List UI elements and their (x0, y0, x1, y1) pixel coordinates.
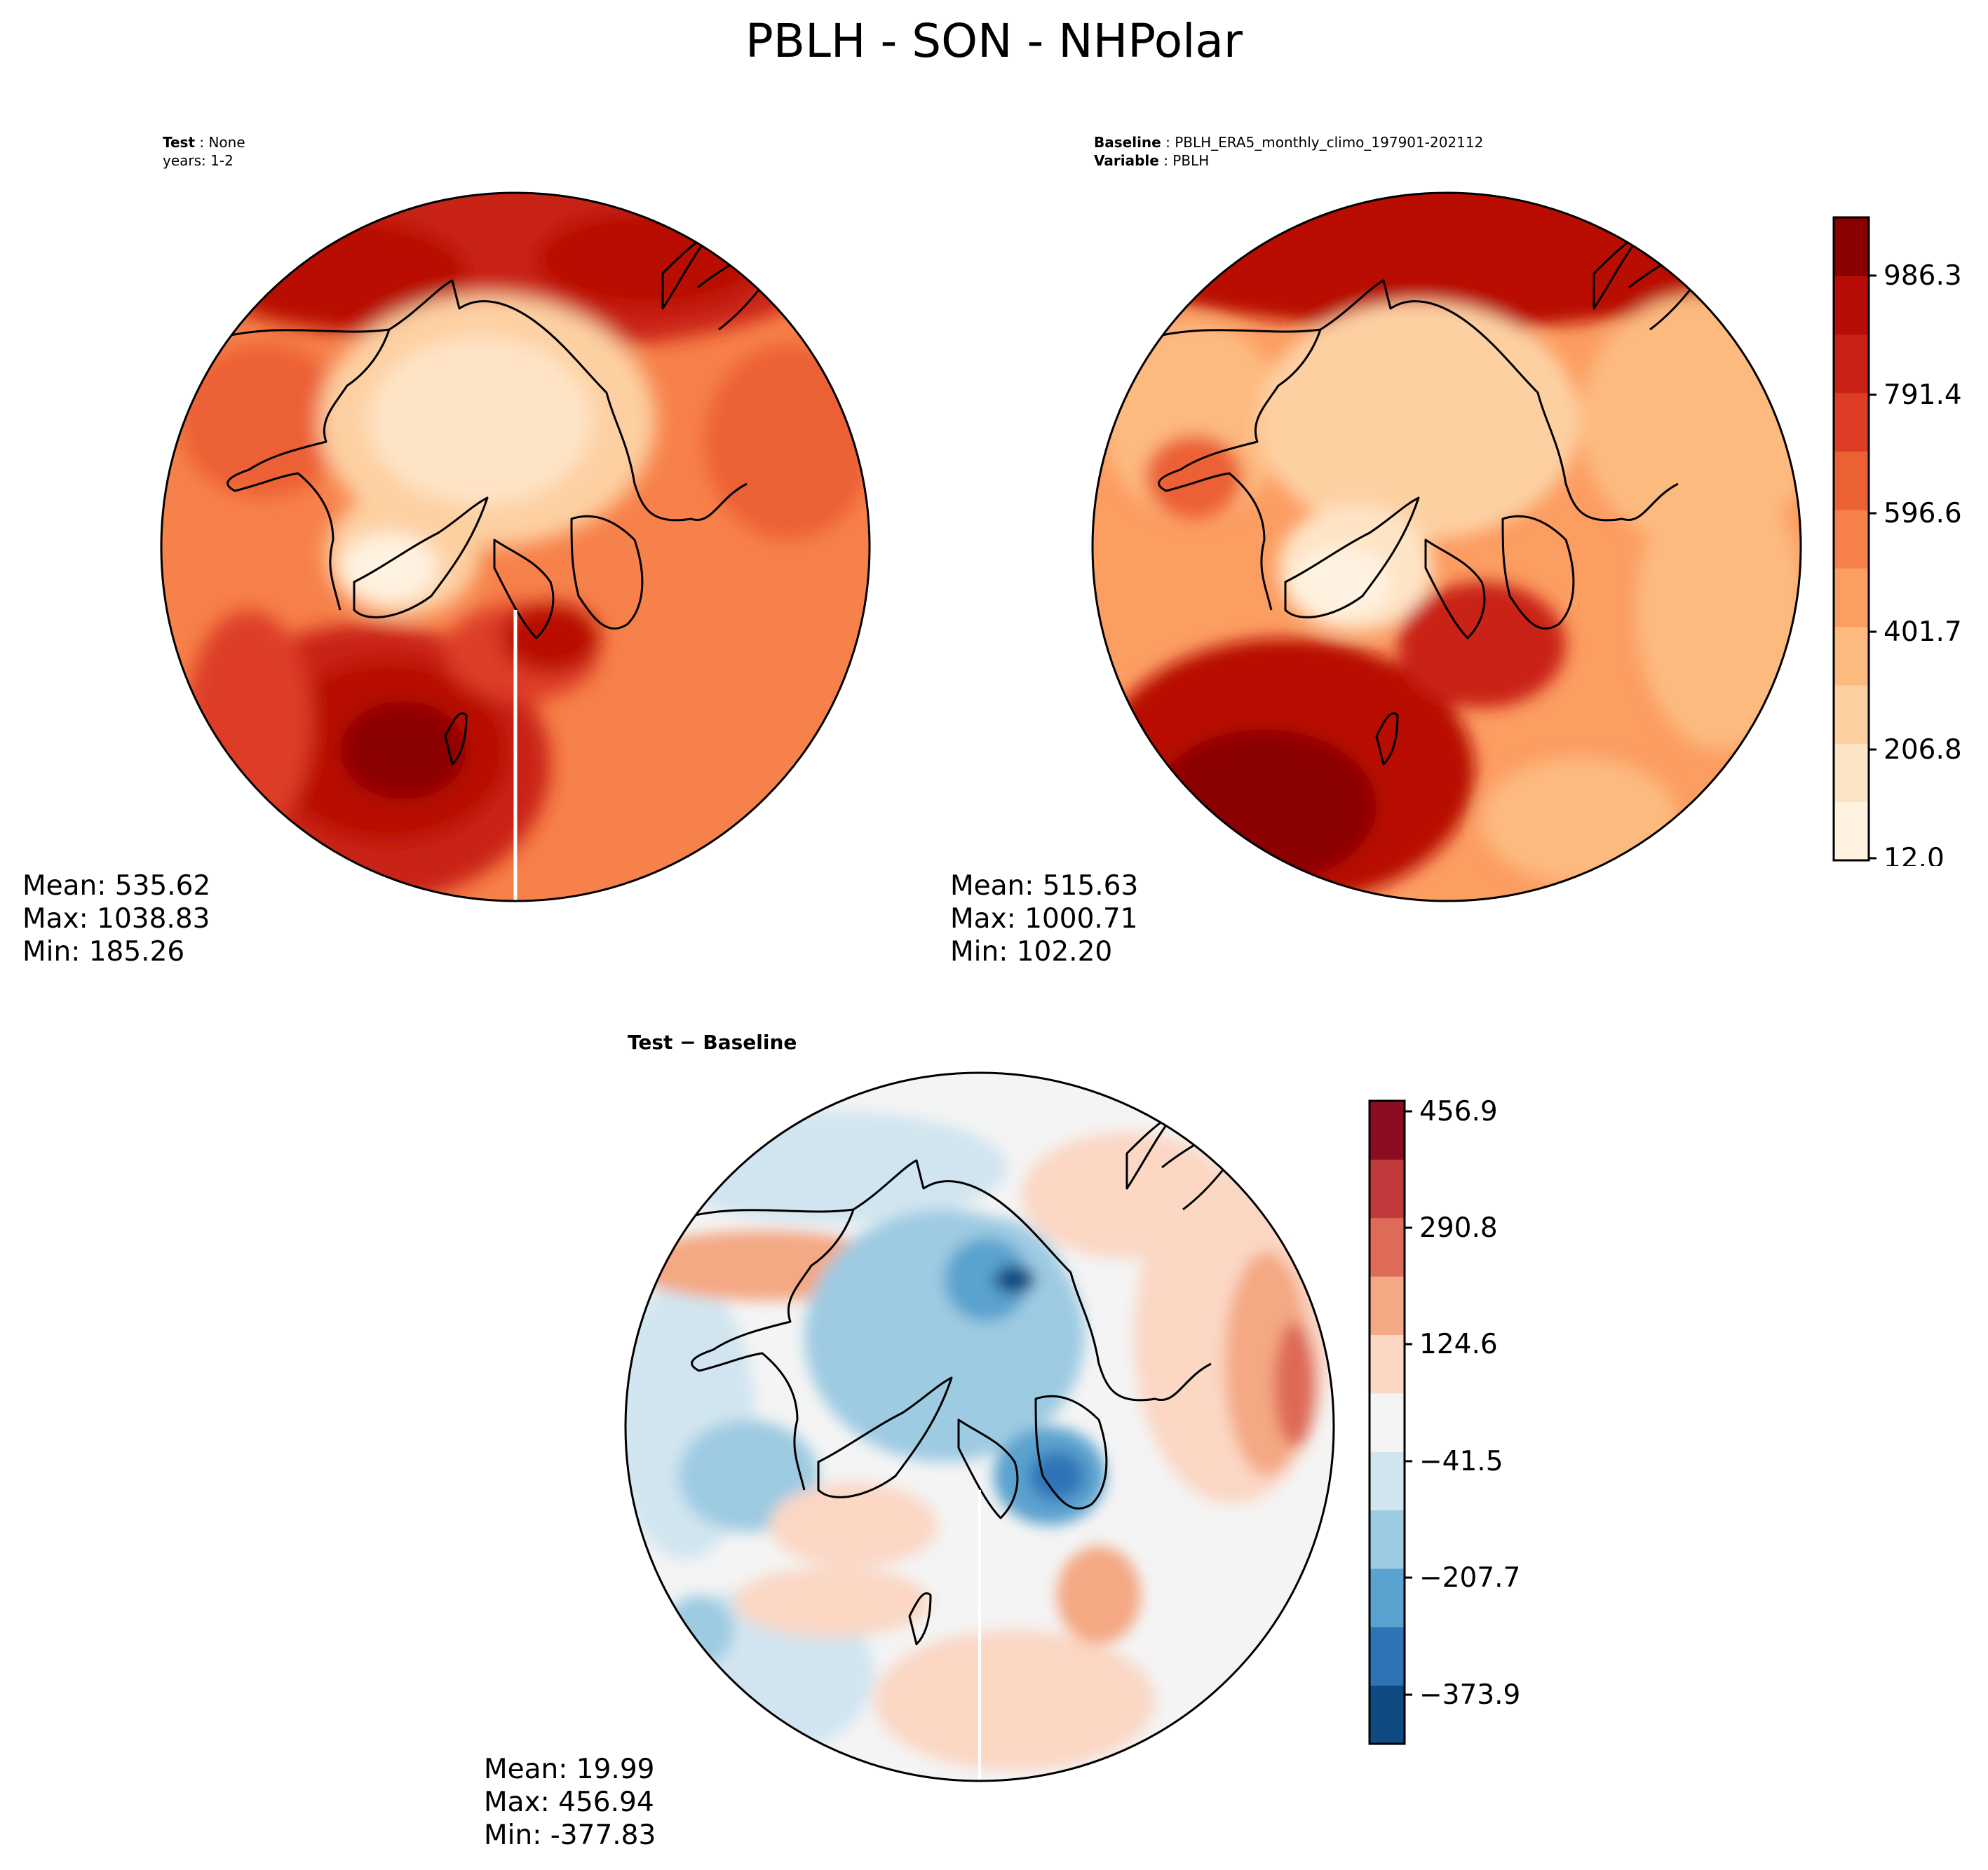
difference-stats: Mean: 19.99 Max: 456.94 Min: -377.83 (484, 1753, 656, 1852)
baseline-dataset: PBLH_ERA5_monthly_climo_197901-202112 (1175, 134, 1484, 151)
baseline-panel-header: Baseline : PBLH_ERA5_monthly_climo_19790… (1094, 134, 1484, 169)
test-min: Min: 185.26 (22, 936, 185, 968)
absolute-colorbar-segment (1834, 743, 1869, 803)
absolute-colorbar-segment (1834, 451, 1869, 510)
absolute-colorbar-segment (1834, 334, 1869, 393)
absolute-colorbar: 986.3 791.4 596.6 401.7 206.8 12.0 (1832, 216, 1962, 866)
absolute-colorbar-frame (1832, 216, 1870, 862)
difference-colorbar-segment (1370, 1393, 1405, 1452)
absolute-colorbar-segment (1834, 509, 1869, 569)
absolute-colorbar-tick-label: 12.0 (1884, 843, 1945, 866)
absolute-colorbar-segment (1834, 684, 1869, 744)
absolute-colorbar-tick-label: 401.7 (1884, 616, 1962, 648)
variable-name: PBLH (1172, 152, 1210, 169)
test-label: Test (163, 134, 196, 151)
absolute-colorbar-tick-label: 791.4 (1884, 379, 1962, 411)
absolute-colorbar-segment (1834, 626, 1869, 686)
difference-colorbar-tick-label: 456.9 (1419, 1097, 1498, 1127)
absolute-colorbar-segment (1834, 276, 1869, 335)
test-polar-map (160, 191, 871, 902)
absolute-colorbar-segment (1834, 801, 1869, 861)
difference-colorbar-segment (1370, 1568, 1405, 1627)
difference-min: Min: -377.83 (484, 1820, 656, 1851)
difference-colorbar-tick-label: 124.6 (1419, 1329, 1498, 1360)
difference-colorbar-segment (1370, 1101, 1405, 1160)
difference-colorbar-tick-label: −207.7 (1419, 1562, 1520, 1594)
variable-label: Variable (1094, 152, 1159, 169)
difference-colorbar-frame (1368, 1099, 1406, 1745)
difference-colorbar-ticks: 456.9 290.8 124.6 −41.5 −207.7 −373.9 (1405, 1097, 1520, 1711)
absolute-colorbar-segment (1834, 393, 1869, 452)
difference-colorbar-segment (1370, 1685, 1405, 1744)
difference-colorbar: 456.9 290.8 124.6 −41.5 −207.7 −373.9 (1368, 1097, 1520, 1745)
absolute-colorbar-ticks: 986.3 791.4 596.6 401.7 206.8 12.0 (1869, 260, 1962, 866)
difference-mean: Mean: 19.99 (484, 1754, 655, 1785)
difference-colorbar-segment (1370, 1217, 1405, 1277)
difference-max: Max: 456.94 (484, 1787, 654, 1818)
baseline-stats: Mean: 515.63 Max: 1000.71 Min: 102.20 (950, 869, 1138, 968)
absolute-colorbar-segment (1834, 217, 1869, 276)
difference-colorbar-segment (1370, 1159, 1405, 1219)
difference-title: Test − Baseline (628, 1031, 797, 1054)
absolute-colorbar-tick-label: 206.8 (1884, 734, 1962, 766)
test-panel-header: Test : None years: 1-2 (163, 134, 245, 169)
baseline-label: Baseline (1094, 134, 1161, 151)
figure-title: PBLH - SON - NHPolar (745, 14, 1243, 68)
baseline-min: Min: 102.20 (950, 936, 1113, 968)
test-mean: Mean: 535.62 (22, 870, 211, 902)
test-case-name: None (208, 134, 245, 151)
difference-colorbar-tick-label: −373.9 (1419, 1679, 1520, 1711)
baseline-polar-map (1091, 191, 1802, 902)
test-max: Max: 1038.83 (22, 903, 210, 935)
difference-colorbar-segment (1370, 1276, 1405, 1335)
baseline-mean: Mean: 515.63 (950, 870, 1139, 902)
test-years: years: 1-2 (163, 152, 234, 169)
test-stats: Mean: 535.62 Max: 1038.83 Min: 185.26 (22, 869, 210, 968)
absolute-colorbar-blocks (1834, 217, 1869, 861)
difference-colorbar-segment (1370, 1510, 1405, 1569)
baseline-max: Max: 1000.71 (950, 903, 1138, 935)
absolute-colorbar-segment (1834, 568, 1869, 628)
difference-colorbar-blocks (1370, 1101, 1405, 1744)
difference-colorbar-segment (1370, 1451, 1405, 1511)
absolute-colorbar-tick-label: 986.3 (1884, 260, 1962, 292)
difference-polar-map (624, 1071, 1335, 1782)
difference-colorbar-tick-label: 290.8 (1419, 1212, 1498, 1244)
difference-colorbar-segment (1370, 1334, 1405, 1394)
difference-colorbar-segment (1370, 1627, 1405, 1686)
absolute-colorbar-tick-label: 596.6 (1884, 498, 1962, 529)
difference-colorbar-tick-label: −41.5 (1419, 1446, 1503, 1477)
